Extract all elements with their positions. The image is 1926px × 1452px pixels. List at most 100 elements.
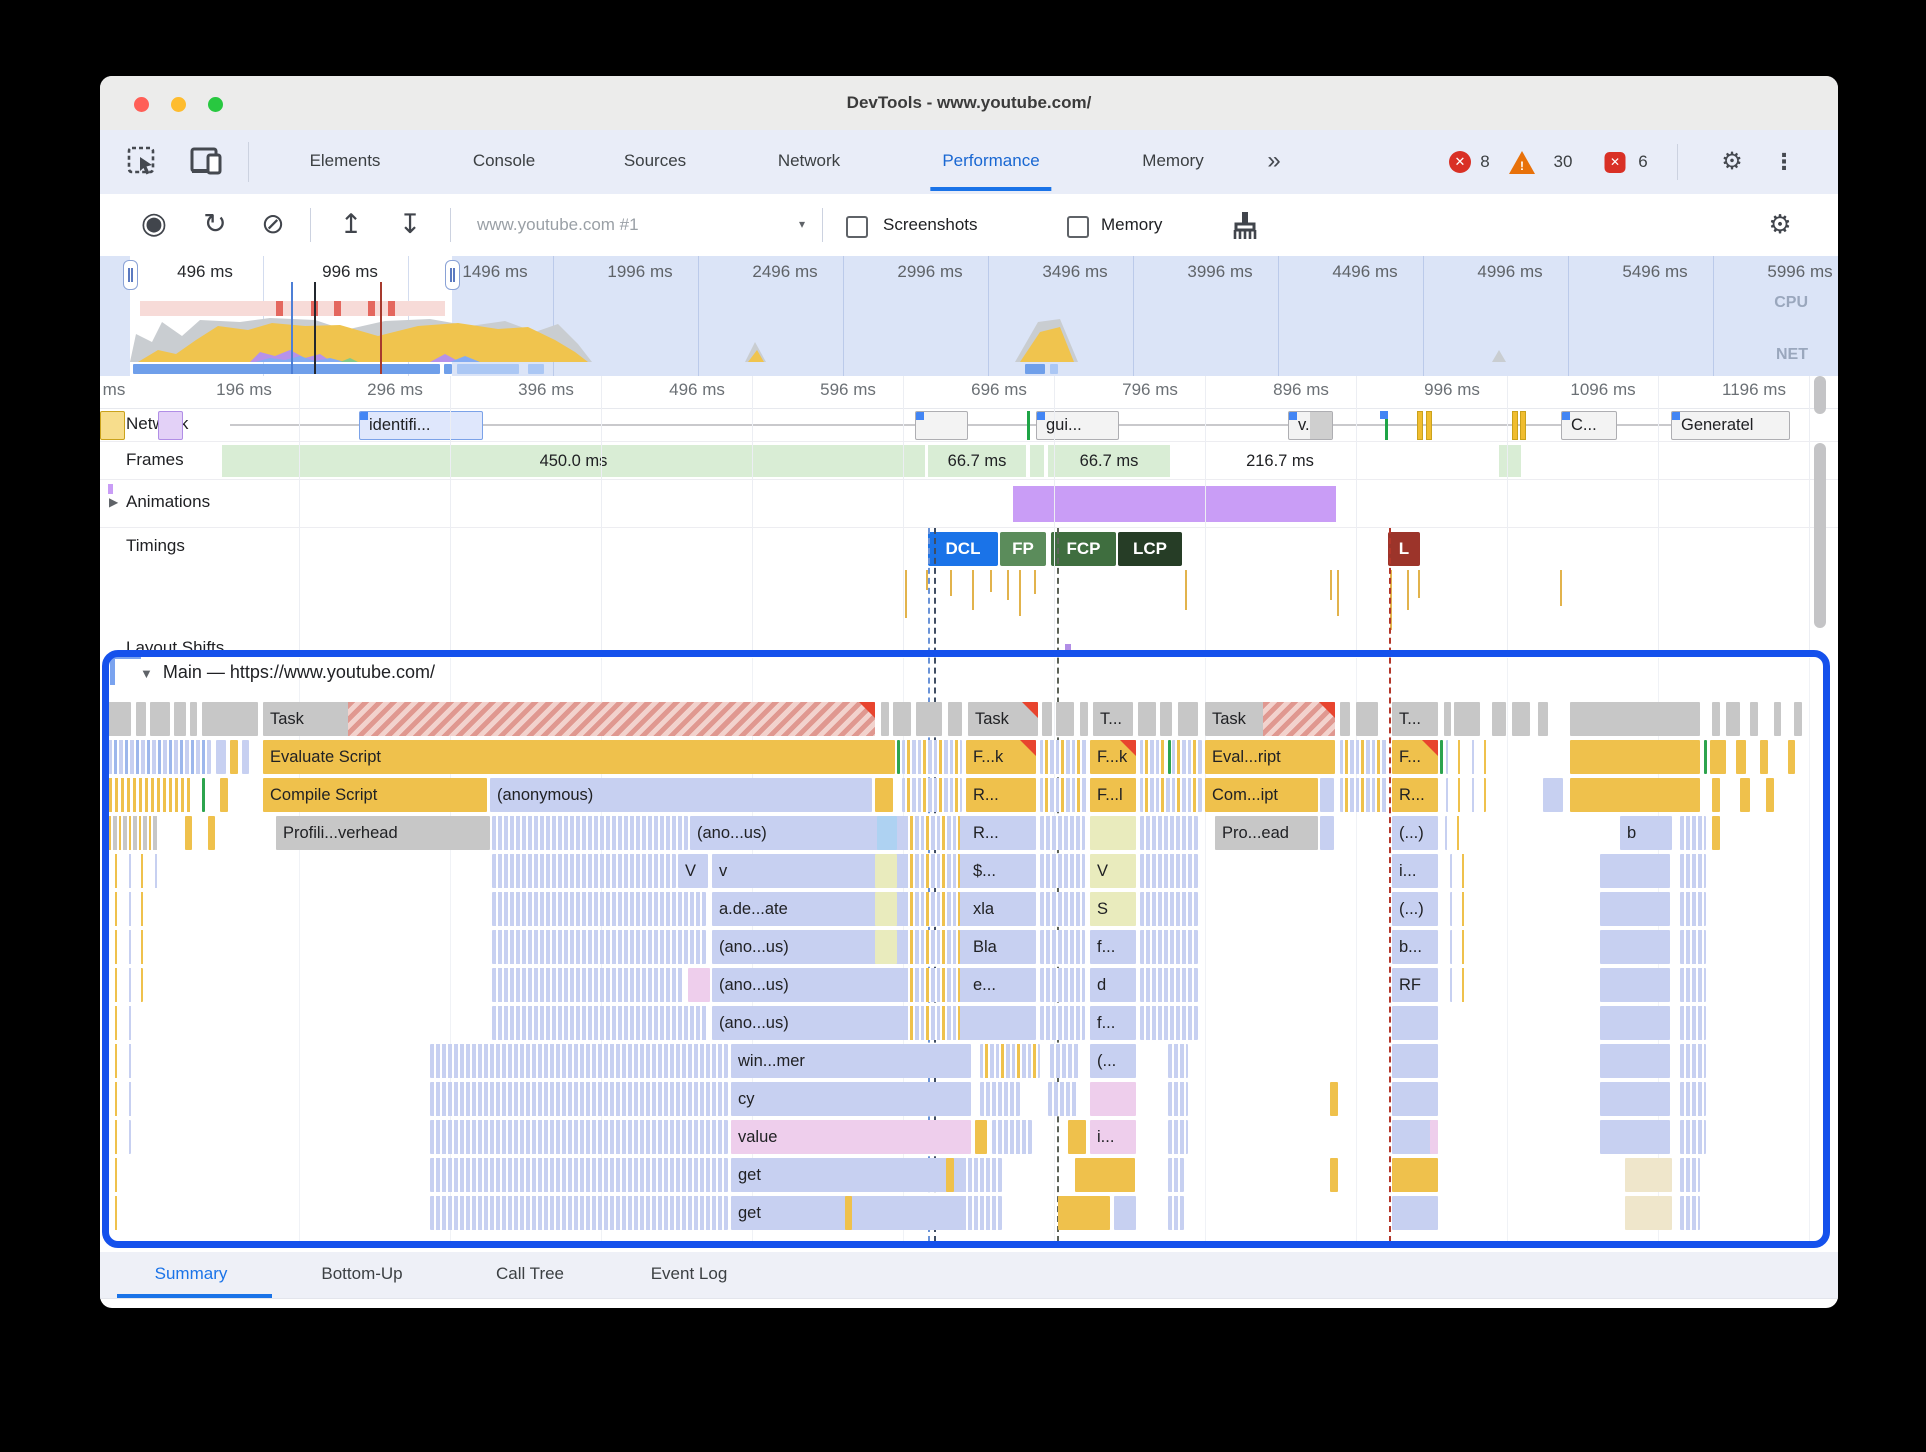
network-request[interactable]	[915, 411, 968, 440]
flame-event-cluster[interactable]	[1712, 702, 1720, 736]
flame-event-cluster[interactable]	[1340, 740, 1388, 774]
screenshots-checkbox[interactable]	[846, 216, 868, 238]
flame-event-cluster[interactable]	[1042, 702, 1052, 736]
flame-event-cluster[interactable]	[1168, 1082, 1188, 1116]
console-warnings-count[interactable]: 30	[1553, 152, 1573, 171]
flame-event-cluster[interactable]	[1600, 892, 1670, 926]
flame-event-cluster[interactable]	[1056, 702, 1074, 736]
flame-event-cluster[interactable]	[966, 1006, 1036, 1040]
flame-event-cluster[interactable]	[230, 740, 238, 774]
frame-duration-band[interactable]	[1499, 445, 1521, 477]
flame-event-cluster[interactable]	[875, 930, 897, 964]
flame-event-cluster[interactable]	[103, 1120, 131, 1154]
tab-memory[interactable]: Memory	[1142, 151, 1204, 170]
save-profile-icon[interactable]: ↧	[398, 209, 422, 239]
zoom-window-button[interactable]	[208, 97, 223, 112]
flame-event-cluster[interactable]	[103, 816, 158, 850]
flame-event-cluster[interactable]	[1726, 702, 1740, 736]
flame-event-cluster[interactable]	[980, 1082, 1020, 1116]
flame-event-cluster[interactable]	[1445, 816, 1470, 850]
flame-event-cluster[interactable]	[1600, 1006, 1670, 1040]
network-request-small[interactable]	[1426, 411, 1432, 440]
tab-elements[interactable]: Elements	[309, 151, 381, 170]
flame-event-cluster[interactable]	[1040, 816, 1085, 850]
console-errors-icon[interactable]: ✕	[1449, 151, 1471, 173]
flame-event-cluster[interactable]	[1040, 1006, 1085, 1040]
network-request-small[interactable]	[1520, 411, 1526, 440]
flame-event-cluster[interactable]	[1178, 702, 1198, 736]
flame-event[interactable]: F...	[1392, 740, 1438, 774]
flame-event-cluster[interactable]	[1140, 778, 1202, 812]
flame-event[interactable]: R...	[1392, 778, 1438, 812]
flame-event-cluster[interactable]	[1600, 1120, 1670, 1154]
flame-event-cluster[interactable]	[893, 702, 911, 736]
flame-event-cluster[interactable]	[1444, 702, 1451, 736]
flame-event-cluster[interactable]	[1140, 854, 1198, 888]
flame-event[interactable]: (...	[1090, 1044, 1136, 1078]
timing-badge-fp[interactable]: FP	[1000, 532, 1046, 566]
device-toolbar-icon[interactable]	[188, 145, 228, 179]
flame-event-cluster[interactable]	[1680, 1044, 1706, 1078]
flame-event-cluster[interactable]	[905, 1006, 960, 1040]
flame-event-cluster[interactable]	[103, 1158, 128, 1192]
clear-recording-button[interactable]: ⊘	[261, 208, 285, 239]
flame-event-cluster[interactable]	[1356, 702, 1378, 736]
flame-event-cluster[interactable]	[1330, 1082, 1338, 1116]
flame-event-cluster[interactable]	[875, 854, 897, 888]
flame-event-cluster[interactable]	[216, 740, 226, 774]
frame-duration-band[interactable]: 216.7 ms	[1246, 452, 1314, 470]
timing-badge-l[interactable]: L	[1388, 532, 1420, 566]
flame-event-cluster[interactable]	[1040, 968, 1085, 1002]
flame-event-cluster[interactable]	[1040, 854, 1085, 888]
flame-event-cluster[interactable]	[1680, 1082, 1706, 1116]
network-request-small[interactable]	[1417, 411, 1423, 440]
network-request[interactable]	[158, 411, 183, 440]
flame-event-cluster[interactable]	[1040, 892, 1085, 926]
flame-event-cluster[interactable]	[492, 930, 706, 964]
flame-event-cluster[interactable]	[208, 816, 215, 850]
flame-event-cluster[interactable]	[1392, 1006, 1438, 1040]
flame-event[interactable]: S	[1090, 892, 1136, 926]
flame-event-cluster[interactable]	[492, 892, 706, 926]
flame-event-cluster[interactable]	[948, 702, 962, 736]
timeline-overview[interactable]: 496 ms 996 ms 1496 ms 1996 ms 2496 ms 2996 ms…	[100, 256, 1838, 377]
network-request[interactable]: identifi...	[359, 411, 483, 440]
flame-event[interactable]: f...	[1090, 1006, 1136, 1040]
flame-event-cluster[interactable]	[1794, 702, 1802, 736]
flame-event-cluster[interactable]	[202, 702, 258, 736]
profile-select[interactable]: www.youtube.com #1	[477, 215, 639, 234]
flame-event-cluster[interactable]	[980, 1044, 1040, 1078]
flame-event-cluster[interactable]	[136, 702, 146, 736]
network-request-small[interactable]	[1512, 411, 1518, 440]
flame-event-cluster[interactable]	[1750, 702, 1758, 736]
flame-event-cluster[interactable]	[905, 854, 960, 888]
flame-event-cluster[interactable]	[1320, 778, 1334, 812]
flame-event[interactable]: i...	[1090, 1120, 1136, 1154]
memory-label[interactable]: Memory	[1101, 215, 1163, 234]
flame-event[interactable]: F...l	[1090, 778, 1136, 812]
flame-event-cluster[interactable]	[1680, 1158, 1700, 1192]
flame-event-cluster[interactable]	[1040, 930, 1085, 964]
flame-event-cluster[interactable]	[902, 778, 962, 812]
minimize-window-button[interactable]	[171, 97, 186, 112]
flame-event[interactable]: Pro...ead	[1215, 816, 1318, 850]
flame-event-cluster[interactable]	[185, 816, 192, 850]
flame-event-cluster[interactable]	[905, 930, 960, 964]
flame-event[interactable]: win...mer	[731, 1044, 971, 1078]
inspect-element-icon[interactable]	[126, 145, 160, 179]
flame-event-cluster[interactable]	[1140, 930, 1198, 964]
flame-event[interactable]: R...	[966, 778, 1036, 812]
flame-event-cluster[interactable]	[492, 816, 688, 850]
flame-event-cluster[interactable]	[1392, 1082, 1438, 1116]
flame-event-cluster[interactable]	[1138, 702, 1156, 736]
flame-event-cluster[interactable]	[897, 740, 900, 774]
flame-event-cluster[interactable]	[103, 702, 131, 736]
flame-event-cluster[interactable]	[103, 1082, 133, 1116]
flame-event-cluster[interactable]	[1075, 1158, 1135, 1192]
flame-event-cluster[interactable]	[1048, 1082, 1078, 1116]
flame-event-cluster[interactable]	[1570, 740, 1700, 774]
flame-event[interactable]: T...	[1392, 702, 1438, 736]
flame-event-cluster[interactable]	[1680, 1196, 1700, 1230]
flame-event-cluster[interactable]	[1680, 854, 1706, 888]
flame-event-cluster[interactable]	[202, 778, 205, 812]
